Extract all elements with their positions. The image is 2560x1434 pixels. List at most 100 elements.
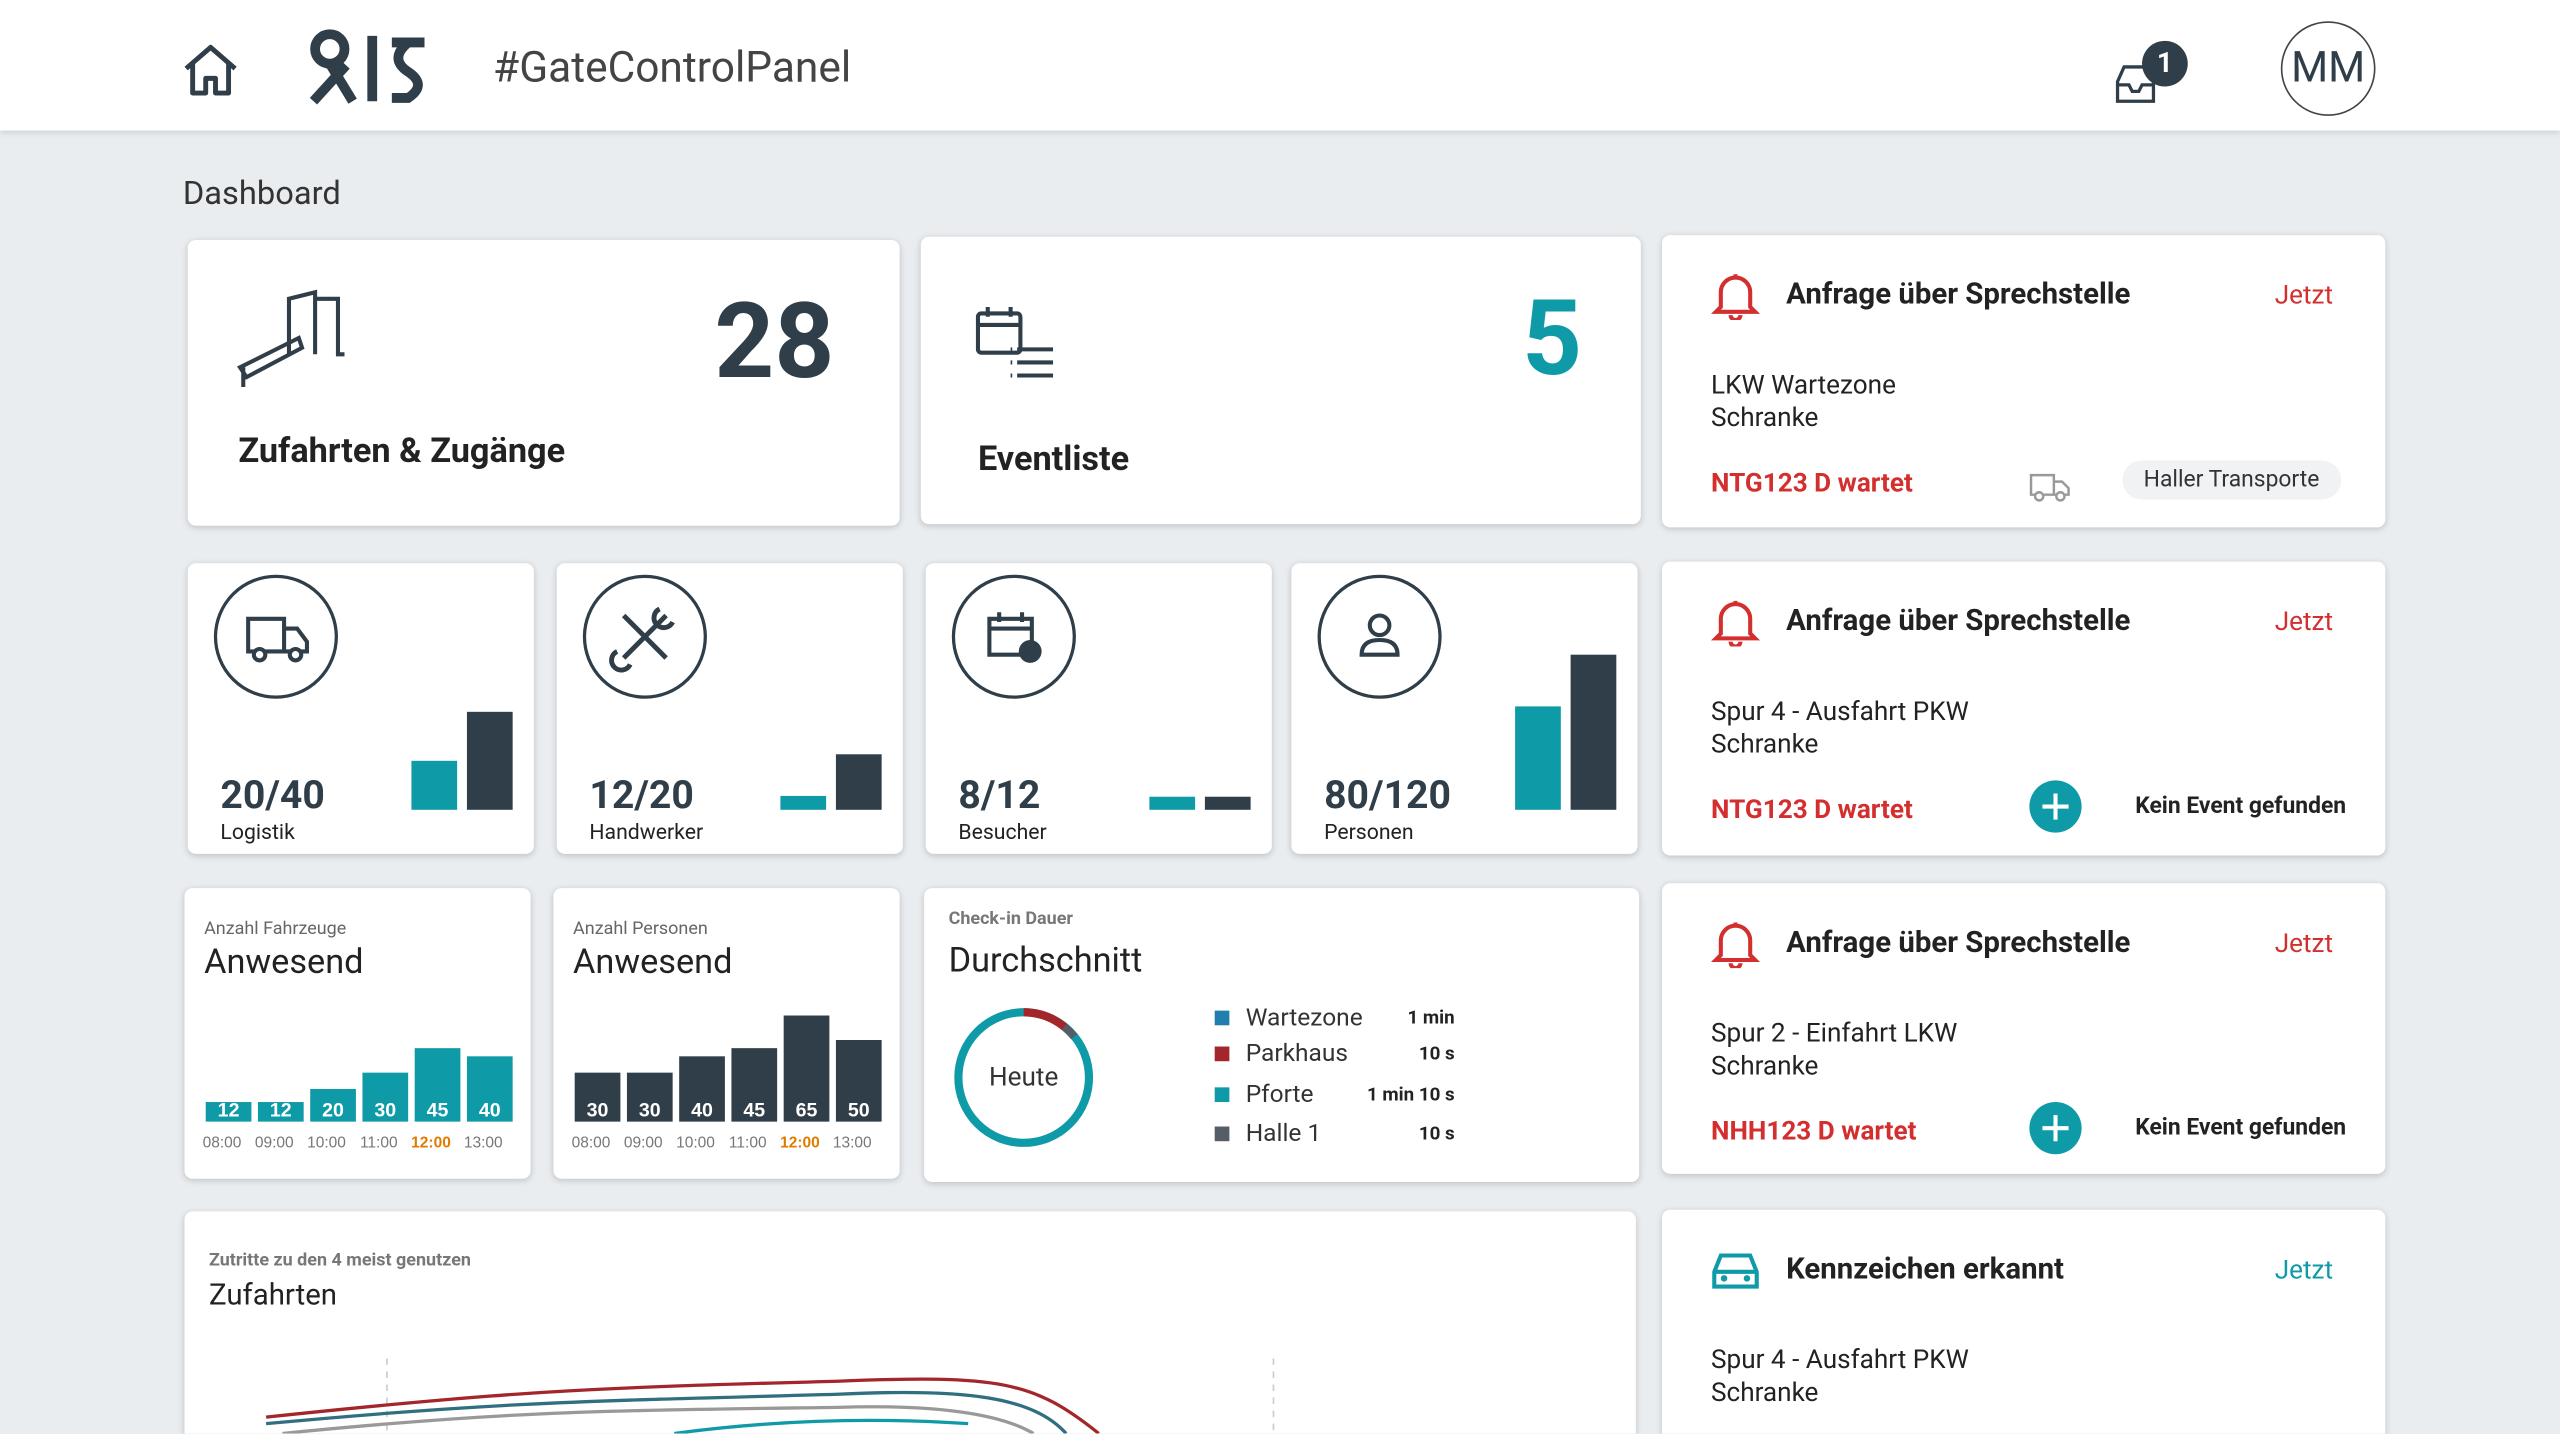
truck-icon — [2029, 473, 2070, 502]
icon-circle — [213, 574, 338, 699]
card-title: Eventliste — [977, 440, 1130, 480]
bar — [310, 1088, 356, 1122]
value-label: 65 — [796, 1100, 818, 1122]
legend-name: Parkhaus — [1245, 1038, 1349, 1068]
presence-card: Anzahl Personen Anwesend 30 08:00 30 09:00 40 1… — [553, 888, 900, 1179]
alert-time: Jetzt — [2274, 279, 2334, 311]
card-title: Zufahrten & Zugänge — [238, 432, 566, 472]
bell-icon — [1710, 600, 1761, 647]
stat-chart — [213, 574, 513, 810]
caption: Check-in Dauer — [948, 907, 1074, 929]
bar — [414, 1048, 461, 1122]
add-button[interactable] — [2028, 779, 2084, 835]
alert-location: LKW Wartezone — [1711, 368, 1896, 400]
stat-name: Logistik — [220, 821, 295, 846]
alert-action: Kein Event gefunden — [2135, 1115, 2347, 1142]
stat-card[interactable]: 20/40 Logistik — [187, 563, 534, 854]
icon-circle — [951, 574, 1076, 699]
bar — [205, 1102, 252, 1122]
alert-time: Jetzt — [2274, 927, 2334, 959]
bar — [466, 1056, 513, 1122]
x-tick-label: 10:00 — [307, 1135, 346, 1152]
stat-chart — [1317, 574, 1617, 810]
alert-card[interactable]: Anfrage über Sprechstelle Jetzt Spur 4 - A… — [1662, 561, 2386, 856]
alert-location: Spur 4 - Ausfahrt PKW — [1711, 695, 1969, 727]
legend-name: Pforte — [1245, 1079, 1314, 1109]
donut-label: Heute — [989, 1061, 1059, 1093]
bell-icon — [1710, 274, 1761, 320]
stat-card[interactable]: 80/120 Personen — [1291, 563, 1638, 854]
legend-name: Wartezone — [1245, 1002, 1363, 1032]
bar — [362, 1072, 409, 1122]
alert-card[interactable]: Kennzeichen erkannt Jetzt Spur 4 - Ausfahr… — [1662, 1209, 2386, 1434]
bar — [1204, 796, 1251, 810]
alert-location: Spur 4 - Ausfahrt PKW — [1711, 1343, 1969, 1375]
count: 5 — [1522, 277, 1583, 400]
x-tick-label: 09:00 — [255, 1135, 294, 1152]
bar — [731, 1048, 778, 1122]
access-card: Zutritte zu den 4 meist genutzen Zufahrt… — [184, 1211, 1636, 1434]
summary-card[interactable]: 5 Eventliste — [920, 236, 1641, 525]
alert-card[interactable]: Anfrage über Sprechstelle Jetzt LKW Wartez… — [1662, 235, 2386, 528]
bar — [679, 1056, 725, 1122]
stat-name: Personen — [1324, 821, 1414, 846]
x-tick-label: 13:00 — [464, 1135, 503, 1152]
stat-label: 20/40 — [220, 772, 325, 818]
add-button[interactable] — [2028, 1100, 2084, 1156]
caption: Anzahl Fahrzeuge — [204, 917, 347, 939]
stat-label: 80/120 — [1324, 772, 1452, 818]
value-label: 12 — [218, 1100, 240, 1122]
alert-title: Kennzeichen erkannt — [1786, 1252, 2065, 1287]
card-title: Zufahrten — [208, 1278, 338, 1313]
legend-duration: 1 min — [1407, 1005, 1455, 1029]
value-label: 20 — [322, 1100, 344, 1122]
home-icon[interactable] — [180, 41, 245, 100]
alert-card[interactable]: Anfrage über Sprechstelle Jetzt Spur 2 - E… — [1662, 883, 2386, 1174]
x-tick-label: 12:00 — [411, 1135, 451, 1152]
bar — [780, 795, 827, 810]
bar — [1570, 654, 1617, 810]
stat-label: 12/20 — [589, 772, 694, 818]
tag: Haller Transporte — [2122, 460, 2341, 500]
alert-title: Anfrage über Sprechstelle — [1786, 925, 2131, 960]
stat-card[interactable]: 12/20 Handwerker — [556, 563, 903, 854]
stat-chart — [951, 574, 1251, 810]
stat-card[interactable]: 8/12 Besucher — [925, 563, 1272, 854]
icon-circle — [582, 574, 707, 699]
x-tick-label: 13:00 — [833, 1135, 872, 1152]
value-label: 50 — [848, 1100, 870, 1122]
donut — [954, 1008, 1094, 1147]
card-title: Anwesend — [573, 943, 733, 983]
alert-status: NTG123 D wartet — [1711, 466, 1913, 498]
card-title: Durchschnitt — [948, 942, 1143, 982]
avatar[interactable]: MM — [2280, 21, 2376, 116]
value-label: 30 — [374, 1100, 396, 1122]
legend-duration: 10 s — [1418, 1121, 1455, 1145]
count: 28 — [714, 280, 835, 404]
icon-circle — [1317, 574, 1442, 699]
alert-location: Spur 2 - Einfahrt LKW — [1711, 1017, 1958, 1049]
alert-location: Schranke — [1711, 1049, 1819, 1081]
legend-duration: 1 min 10 s — [1366, 1082, 1455, 1106]
icon — [987, 612, 1042, 663]
bar — [257, 1102, 304, 1122]
gate-icon — [237, 289, 345, 387]
value-label: 40 — [691, 1100, 713, 1122]
icon — [1359, 613, 1400, 657]
stat-name: Besucher — [958, 821, 1047, 846]
icon — [609, 606, 675, 673]
x-tick-label: 11:00 — [729, 1135, 767, 1152]
card-title: Anwesend — [204, 943, 364, 983]
presence-card: Anzahl Fahrzeuge Anwesend 12 08:00 12 09:00 20… — [184, 888, 531, 1179]
car-icon — [1712, 1253, 1759, 1289]
notification-badge: 1 — [2142, 40, 2188, 87]
bar — [626, 1072, 673, 1122]
bar — [1515, 706, 1561, 810]
x-tick-label: 09:00 — [624, 1135, 663, 1152]
summary-card[interactable]: 28 Zufahrten & Zugänge — [187, 239, 900, 526]
bar — [574, 1072, 621, 1122]
x-tick-label: 12:00 — [780, 1135, 820, 1152]
alert-title: Anfrage über Sprechstelle — [1786, 604, 2131, 639]
bar — [411, 760, 458, 810]
